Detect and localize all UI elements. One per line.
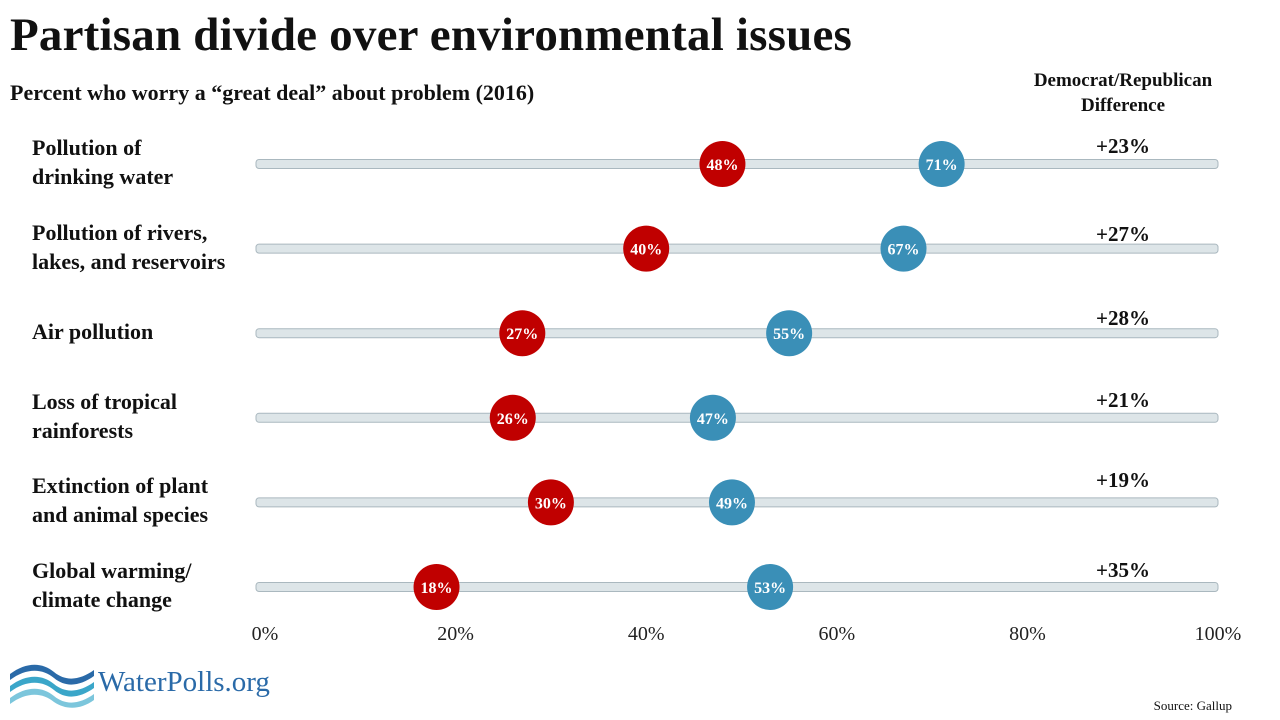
category-label-line: climate change [32, 587, 172, 612]
difference-header-line-1: Democrat/Republican [1033, 70, 1213, 91]
difference-value: +28% [1096, 306, 1150, 330]
track-bar [255, 243, 1219, 254]
data-label: 48% [706, 157, 738, 174]
source-note: Source: Gallup [1153, 698, 1232, 713]
difference-value: +35% [1096, 558, 1150, 582]
category-label: Extinction of plant and animal species [32, 471, 247, 529]
difference-value: +23% [1096, 134, 1150, 158]
x-tick-label: 40% [628, 623, 665, 645]
category-label-line: Pollution of rivers, [32, 219, 208, 245]
chart-subtitle: Percent who worry a “great deal” about p… [10, 80, 535, 105]
category-label: Pollution of drinking water [32, 133, 247, 191]
data-point [489, 394, 536, 441]
x-tick-label: 80% [1009, 623, 1046, 645]
data-label: 30% [535, 495, 567, 512]
difference-value: +19% [1096, 468, 1150, 492]
data-label: 47% [697, 411, 729, 428]
data-point [747, 564, 794, 610]
data-label: 71% [926, 157, 958, 174]
category-label-line: Extinction of plant [32, 473, 209, 499]
difference-column-header: Democrat/Republican Difference [1010, 68, 1236, 118]
x-tick-label: 60% [818, 623, 855, 645]
difference-value: +21% [1096, 388, 1150, 412]
difference-header-line-2: Difference [1080, 95, 1166, 116]
track-bar [255, 412, 1219, 423]
category-label-line: and animal species [32, 502, 209, 528]
logo-text: WaterPolls.org [98, 666, 270, 698]
data-point [766, 310, 813, 357]
difference-value: +27% [1096, 222, 1150, 246]
category-label-line: Loss of tropical [32, 388, 178, 414]
wave-logo-icon [10, 664, 94, 708]
data-point [413, 564, 460, 610]
track-bar [255, 328, 1219, 339]
data-point [699, 141, 746, 187]
data-point [499, 310, 546, 357]
data-label: 55% [773, 326, 805, 343]
data-point [527, 479, 574, 526]
category-label-line: drinking water [32, 164, 174, 189]
data-label: 18% [421, 580, 453, 597]
data-point [918, 141, 965, 187]
category-label-line: Air pollution [32, 318, 154, 344]
chart-title: Partisan divide over environmental issue… [10, 9, 853, 61]
category-label: Pollution of rivers, lakes, and reservoir… [32, 218, 247, 276]
data-point [880, 225, 927, 272]
data-label: 40% [630, 242, 662, 259]
x-tick-label: 20% [437, 623, 474, 645]
category-label-line: lakes, and reservoirs [32, 248, 226, 274]
category-label: Air pollution [32, 317, 247, 346]
data-point [623, 225, 670, 272]
category-label: Global warming/climate change [32, 556, 247, 614]
category-label-line: rainforests [32, 417, 134, 443]
track-bar [255, 582, 1219, 592]
x-tick-label: 100% [1195, 623, 1242, 645]
data-label: 53% [754, 580, 786, 597]
data-point [708, 479, 755, 526]
data-label: 67% [888, 242, 920, 259]
category-label-line: Global warming/ [32, 558, 192, 583]
data-label: 26% [497, 411, 529, 428]
category-label: Loss of tropical rainforests [32, 387, 247, 445]
data-label: 49% [716, 495, 748, 512]
data-label: 27% [506, 326, 538, 343]
data-point [689, 394, 736, 441]
category-label-line: Pollution of [32, 135, 142, 160]
x-tick-label: 0% [252, 623, 279, 645]
